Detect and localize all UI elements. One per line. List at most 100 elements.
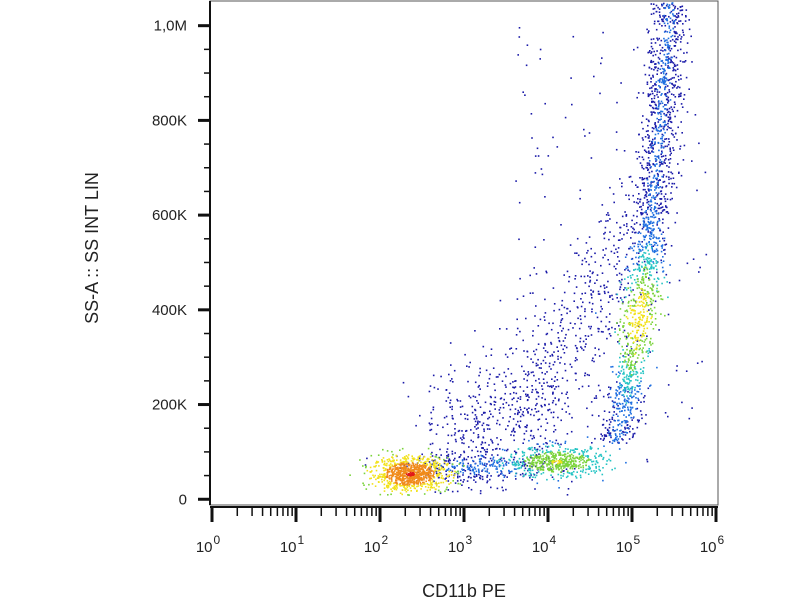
data-point <box>648 292 650 295</box>
data-point <box>633 305 635 307</box>
data-point <box>388 477 391 479</box>
data-point <box>530 462 532 465</box>
data-point <box>655 242 658 244</box>
data-point <box>488 416 491 419</box>
data-point <box>411 455 413 457</box>
data-point <box>657 182 659 185</box>
data-point <box>607 429 609 431</box>
data-point <box>670 127 672 129</box>
data-point <box>449 342 452 344</box>
data-point <box>673 55 676 58</box>
data-point <box>649 287 652 289</box>
x-tick-label: 106 <box>700 533 725 556</box>
data-point <box>452 477 455 479</box>
data-point <box>560 461 563 463</box>
data-point <box>671 38 674 41</box>
data-point <box>595 461 598 463</box>
data-point <box>383 467 385 469</box>
data-point <box>538 418 541 420</box>
data-point <box>553 455 556 457</box>
data-point <box>598 355 601 357</box>
data-point <box>593 75 595 78</box>
data-point <box>672 149 675 151</box>
data-point <box>438 456 441 459</box>
data-point <box>442 466 444 468</box>
data-point <box>646 272 649 275</box>
data-point <box>563 291 566 294</box>
data-point <box>646 290 649 293</box>
data-point <box>655 260 657 262</box>
data-point <box>676 22 678 24</box>
data-point <box>499 328 501 330</box>
data-point <box>540 425 542 428</box>
data-point <box>529 464 531 467</box>
data-point <box>386 475 389 478</box>
data-point <box>661 210 664 212</box>
data-point <box>582 340 585 343</box>
data-point <box>595 465 597 468</box>
data-point <box>587 458 590 460</box>
data-point <box>604 427 607 429</box>
data-point <box>660 261 663 264</box>
data-point <box>404 489 406 491</box>
data-point <box>432 481 434 483</box>
data-point <box>613 235 615 238</box>
data-point <box>677 12 680 14</box>
data-point <box>438 485 440 488</box>
data-point <box>538 378 540 380</box>
data-point <box>651 170 653 173</box>
data-point <box>658 218 660 220</box>
data-point <box>411 479 414 482</box>
data-point <box>569 456 572 458</box>
data-point <box>555 439 558 442</box>
data-point <box>639 232 642 235</box>
data-point <box>478 473 480 476</box>
data-point <box>468 475 470 478</box>
data-point <box>612 404 615 407</box>
data-point <box>666 59 668 61</box>
data-point <box>668 178 670 181</box>
data-point <box>671 172 674 175</box>
data-point <box>663 2 665 5</box>
data-point <box>505 463 507 465</box>
data-point <box>530 455 532 458</box>
data-point <box>628 176 631 178</box>
data-point <box>666 85 669 87</box>
data-point <box>634 348 637 350</box>
data-point <box>583 460 585 462</box>
data-point <box>415 424 417 427</box>
data-point <box>656 91 659 93</box>
data-point <box>579 463 581 466</box>
data-point <box>540 468 542 470</box>
data-point <box>618 393 621 395</box>
data-point <box>447 396 450 399</box>
data-point <box>564 450 566 453</box>
data-point <box>650 344 652 346</box>
data-point <box>513 391 515 394</box>
data-point <box>519 330 521 333</box>
data-point <box>597 384 600 387</box>
data-point <box>603 233 605 235</box>
data-point <box>620 386 622 389</box>
data-point <box>566 471 569 474</box>
data-point <box>560 443 562 446</box>
data-point <box>511 404 514 406</box>
data-point <box>669 150 672 152</box>
data-point <box>584 310 586 313</box>
data-point <box>656 93 658 96</box>
data-point <box>429 443 432 446</box>
data-point <box>642 217 645 220</box>
data-point <box>654 300 657 303</box>
data-point <box>463 457 465 460</box>
data-point <box>641 266 643 268</box>
data-point <box>616 251 619 253</box>
data-point <box>617 386 620 388</box>
data-point <box>531 462 533 464</box>
data-point <box>467 462 469 465</box>
data-point <box>639 291 641 294</box>
data-point <box>417 481 419 484</box>
data-point <box>666 98 669 100</box>
data-point <box>580 298 582 300</box>
data-point <box>575 464 577 466</box>
data-point <box>594 437 596 440</box>
